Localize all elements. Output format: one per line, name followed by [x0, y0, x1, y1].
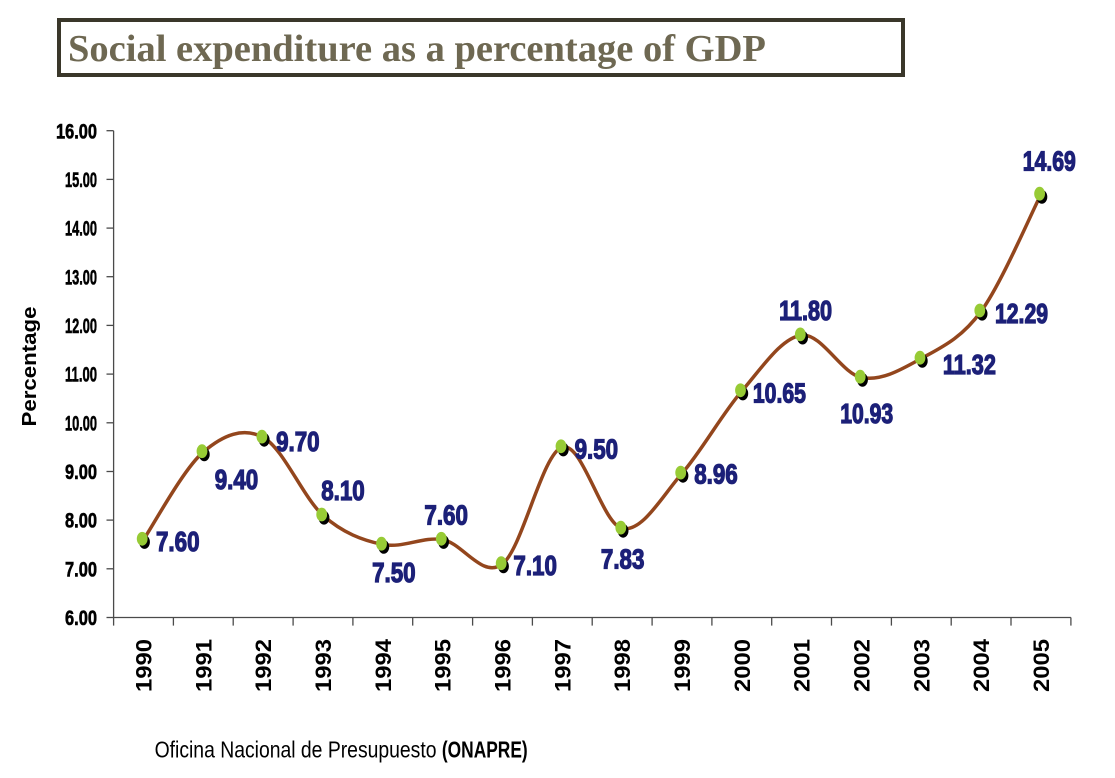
svg-text:7.10: 7.10: [513, 550, 557, 581]
svg-text:2005: 2005: [1029, 639, 1054, 692]
svg-text:1992: 1992: [251, 639, 276, 692]
svg-text:2004: 2004: [969, 638, 994, 692]
svg-text:(ONAPRE): (ONAPRE): [442, 737, 528, 763]
svg-text:13.00: 13.00: [65, 266, 97, 289]
svg-text:1990: 1990: [132, 639, 157, 692]
svg-text:8.10: 8.10: [321, 475, 365, 506]
svg-text:11.32: 11.32: [943, 349, 996, 380]
svg-text:7.00: 7.00: [65, 558, 97, 581]
svg-text:6.00: 6.00: [65, 607, 97, 630]
svg-text:Oficina Nacional de Presupuest: Oficina Nacional de Presupuesto: [155, 737, 442, 763]
svg-text:10.93: 10.93: [840, 398, 893, 429]
svg-text:16.00: 16.00: [56, 120, 97, 143]
svg-text:1995: 1995: [431, 639, 456, 692]
svg-text:12.00: 12.00: [65, 315, 97, 338]
svg-text:14.69: 14.69: [1023, 146, 1076, 177]
svg-text:1996: 1996: [491, 639, 516, 692]
svg-text:1998: 1998: [610, 639, 635, 692]
svg-text:1991: 1991: [191, 639, 216, 692]
svg-text:1994: 1994: [371, 638, 396, 692]
svg-text:11.00: 11.00: [65, 364, 97, 387]
svg-text:7.83: 7.83: [601, 543, 645, 574]
svg-text:2001: 2001: [790, 639, 815, 692]
svg-text:1999: 1999: [670, 639, 695, 692]
svg-text:10.00: 10.00: [65, 412, 97, 435]
svg-text:8.00: 8.00: [65, 510, 97, 533]
svg-text:7.60: 7.60: [424, 500, 468, 531]
svg-text:9.50: 9.50: [575, 434, 619, 465]
svg-text:12.29: 12.29: [995, 298, 1048, 329]
svg-text:2002: 2002: [850, 639, 875, 692]
svg-text:14.00: 14.00: [65, 218, 97, 241]
svg-text:11.80: 11.80: [779, 295, 832, 326]
svg-text:7.60: 7.60: [156, 526, 200, 557]
svg-text:1993: 1993: [311, 639, 336, 692]
svg-text:9.40: 9.40: [215, 464, 259, 495]
svg-text:2000: 2000: [730, 639, 755, 692]
svg-text:10.65: 10.65: [753, 378, 806, 409]
svg-text:Percentage: Percentage: [19, 307, 41, 427]
svg-text:1997: 1997: [550, 639, 575, 692]
svg-text:9.70: 9.70: [276, 426, 320, 457]
svg-text:2003: 2003: [909, 639, 934, 692]
svg-text:7.50: 7.50: [372, 557, 416, 588]
svg-text:9.00: 9.00: [65, 461, 97, 484]
svg-text:8.96: 8.96: [694, 459, 738, 490]
svg-text:15.00: 15.00: [65, 169, 97, 192]
